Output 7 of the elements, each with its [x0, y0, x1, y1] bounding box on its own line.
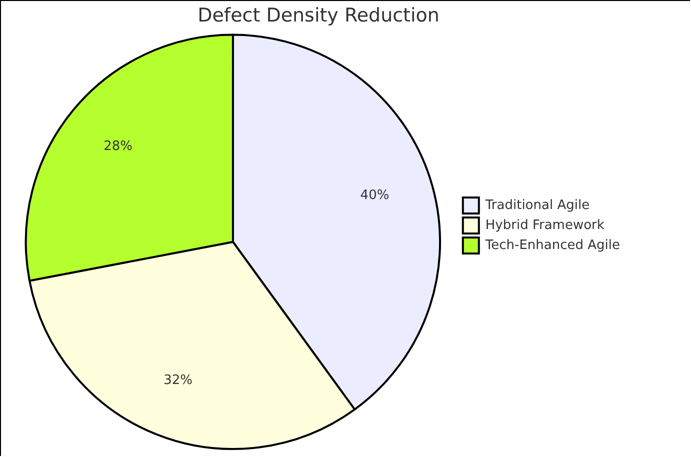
- legend-label: Hybrid Framework: [485, 218, 605, 233]
- legend-label: Tech-Enhanced Agile: [484, 238, 620, 253]
- legend-label: Traditional Agile: [484, 198, 590, 213]
- data-label: 40%: [360, 188, 390, 204]
- data-label: 32%: [164, 372, 193, 388]
- data-label: 28%: [104, 139, 133, 154]
- chart-title: Defect Density Reduction: [198, 4, 440, 26]
